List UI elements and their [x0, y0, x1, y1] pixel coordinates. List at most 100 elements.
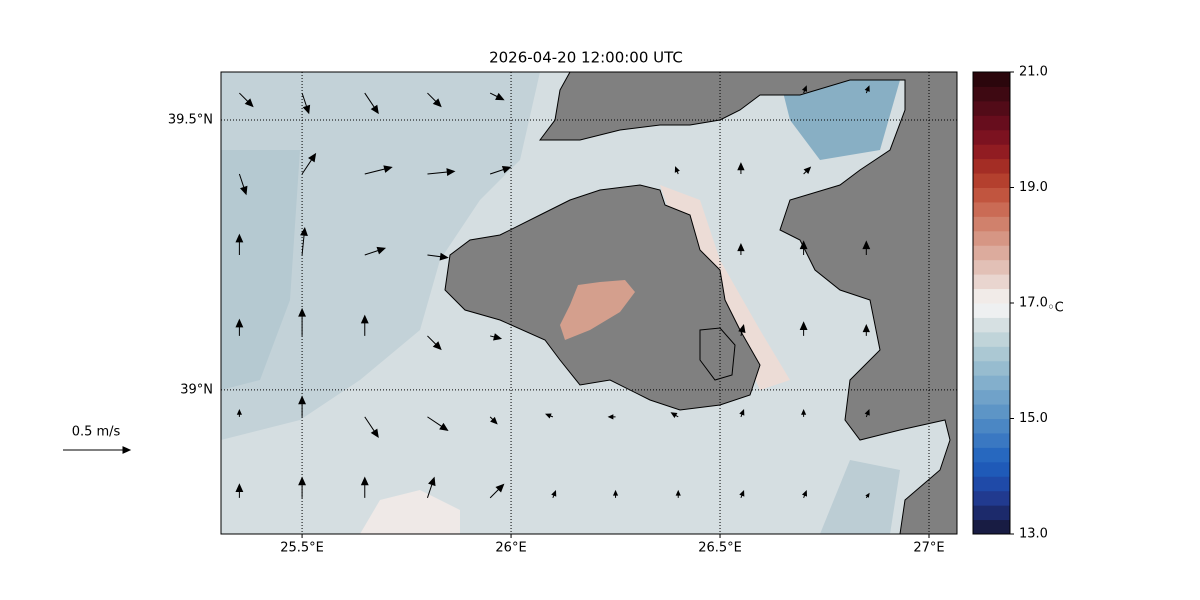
colorbar-band	[973, 418, 1010, 434]
land	[539, 72, 957, 534]
colorbar-band	[973, 432, 1010, 448]
colorbar-tick-label: 17.0	[1019, 296, 1048, 311]
colorbar-band	[973, 389, 1010, 405]
current-arrow	[612, 489, 619, 498]
current-arrow	[239, 92, 254, 108]
colorbar-band	[973, 476, 1010, 492]
colorbar-band	[973, 100, 1010, 116]
current-arrow	[551, 490, 557, 499]
map-title: 2026-04-20 12:00:00 UTC	[489, 49, 683, 67]
current-arrow	[364, 416, 379, 438]
current-arrow	[236, 408, 242, 417]
current-arrow	[235, 233, 244, 255]
sea-cool	[820, 460, 900, 534]
current-arrow	[360, 314, 369, 336]
colorbar-band	[973, 144, 1010, 160]
colorbar-band	[973, 303, 1010, 318]
current-arrow	[739, 409, 745, 418]
colorbar-band	[973, 173, 1010, 188]
colorbar-band	[973, 115, 1010, 131]
x-tick-label: 27°E	[913, 541, 944, 556]
current-arrow	[803, 166, 812, 175]
quiver-key-arrow	[63, 446, 132, 454]
current-arrow	[737, 162, 745, 175]
current-arrow	[298, 395, 307, 417]
colorbar-band	[973, 490, 1010, 506]
current-arrow	[489, 92, 505, 101]
current-arrow	[801, 85, 808, 94]
current-arrow	[426, 476, 436, 498]
current-arrow	[864, 85, 870, 94]
current-arrow	[489, 483, 505, 499]
sea-cool	[221, 150, 300, 390]
colorbar-tick-label: 19.0	[1019, 180, 1048, 195]
current-arrow	[360, 476, 369, 498]
current-arrow	[301, 92, 311, 115]
current-arrow	[489, 416, 498, 425]
sea-warm	[360, 490, 460, 534]
colorbar-band	[973, 404, 1010, 419]
current-arrow	[235, 483, 244, 498]
colorbar-band	[973, 331, 1010, 347]
colorbar-band	[973, 461, 1010, 477]
current-arrow	[670, 412, 679, 419]
current-arrow	[364, 165, 393, 175]
colorbar-tick-label: 15.0	[1019, 411, 1048, 426]
current-arrow	[298, 307, 307, 336]
colorbar-band	[973, 245, 1010, 261]
colorbar-band	[973, 201, 1010, 217]
current-arrow	[545, 413, 554, 419]
current-arrow	[738, 324, 746, 337]
current-arrow	[298, 476, 307, 498]
colorbar-band	[973, 274, 1010, 290]
current-arrow	[862, 323, 870, 336]
colorbar-band	[973, 360, 1010, 376]
x-tick-label: 26.5°E	[698, 541, 742, 556]
current-arrow	[300, 226, 308, 256]
colorbar-tick-label: 13.0	[1019, 527, 1048, 542]
colorbar-band	[973, 346, 1010, 362]
colorbar-band	[973, 375, 1010, 391]
colorbar-band	[973, 259, 1010, 275]
current-arrow	[801, 408, 807, 417]
y-tick-label: 39.5°N	[168, 113, 213, 128]
current-arrow	[427, 92, 442, 108]
map-frame	[220, 71, 958, 535]
current-arrow	[238, 173, 248, 196]
colorbar-unit: ◦C	[1047, 301, 1064, 316]
colorbar-band	[973, 447, 1010, 463]
x-tick-label: 25.5°E	[280, 541, 324, 556]
field	[221, 72, 957, 534]
current-arrow	[427, 168, 456, 176]
colorbar-tick-label: 21.0	[1019, 65, 1048, 80]
current-arrow	[427, 335, 442, 351]
colorbar-band	[973, 187, 1010, 203]
current-arrow	[490, 333, 503, 341]
current-arrow	[427, 252, 449, 261]
y-tick-label: 39°N	[180, 382, 213, 397]
current-arrow	[865, 492, 870, 499]
colorbar-band	[973, 288, 1010, 304]
x-tick-label: 26°E	[495, 541, 526, 556]
colorbar-band	[973, 505, 1010, 521]
current-arrow	[799, 240, 808, 255]
colorbar-band	[973, 129, 1010, 145]
current-arrow	[607, 414, 616, 420]
current-arrow	[301, 152, 317, 175]
current-arrow	[737, 243, 745, 255]
current-arrow	[235, 318, 244, 336]
current-arrow	[427, 416, 449, 431]
lake-warm	[560, 280, 635, 340]
sea-cool	[221, 72, 540, 440]
current-arrow	[799, 321, 808, 336]
colorbar-band	[973, 86, 1010, 102]
colorbar-band	[973, 216, 1010, 232]
colorbar-band	[973, 230, 1010, 246]
current-arrow	[674, 166, 680, 175]
current-arrow	[364, 246, 387, 256]
colorbar-band	[973, 519, 1010, 535]
colorbar-band	[973, 158, 1010, 174]
current-arrow	[364, 92, 379, 115]
colorbar-band	[973, 317, 1010, 333]
